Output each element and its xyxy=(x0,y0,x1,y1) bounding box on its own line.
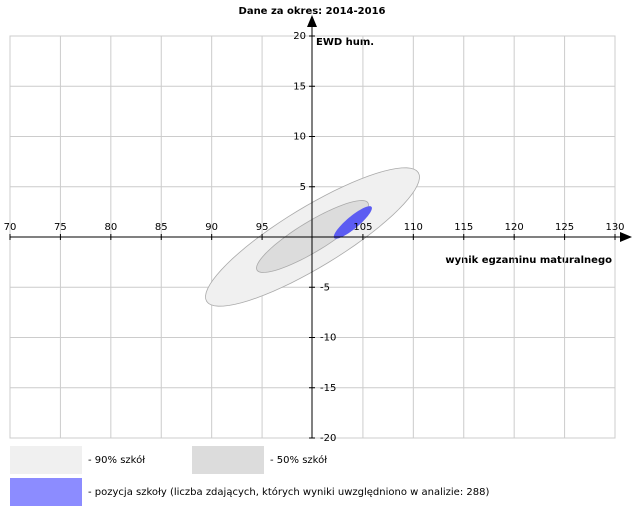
legend-swatch xyxy=(10,478,82,506)
legend-label: - 50% szkół xyxy=(270,454,327,466)
x-tick-label: 85 xyxy=(155,222,168,233)
x-tick-label: 115 xyxy=(454,222,473,233)
y-tick-label: -5 xyxy=(320,282,330,293)
y-arrow xyxy=(307,15,317,27)
legend-label: - 90% szkół xyxy=(88,454,145,466)
ticks: 70 75 80 85 90 95 105 110 115 120 125 1302015105-5-… xyxy=(4,31,625,444)
y-tick-label: 20 xyxy=(293,31,306,42)
axes xyxy=(10,15,632,438)
x-tick-label: 125 xyxy=(555,222,574,233)
legend-label: - pozycja szkoły (liczba zdających, któr… xyxy=(88,486,489,498)
legend-swatch xyxy=(192,446,264,474)
x-tick-label: 130 xyxy=(605,222,624,233)
x-axis-label: wynik egzaminu maturalnego xyxy=(445,255,612,266)
y-axis-label: EWD hum. xyxy=(316,37,374,48)
x-tick-label: 70 xyxy=(4,222,17,233)
y-tick-label: -15 xyxy=(320,383,336,394)
legend: - 90% szkół - 50% szkół - pozycja szkoły (… xyxy=(10,446,489,506)
y-tick-label: -10 xyxy=(320,333,336,344)
y-tick-label: 10 xyxy=(293,132,306,143)
ellipse xyxy=(333,206,372,239)
y-tick-label: -20 xyxy=(320,433,336,444)
chart-title: Dane za okres: 2014-2016 xyxy=(239,6,386,17)
x-tick-label: 105 xyxy=(353,222,372,233)
legend-swatch xyxy=(10,446,82,474)
x-tick-label: 75 xyxy=(54,222,67,233)
x-tick-label: 80 xyxy=(104,222,117,233)
y-tick-label: 15 xyxy=(293,81,306,92)
y-tick-label: 5 xyxy=(300,182,306,193)
x-tick-label: 95 xyxy=(256,222,269,233)
x-tick-label: 90 xyxy=(205,222,218,233)
x-arrow xyxy=(620,232,632,242)
x-tick-label: 110 xyxy=(404,222,423,233)
x-tick-label: 120 xyxy=(505,222,524,233)
